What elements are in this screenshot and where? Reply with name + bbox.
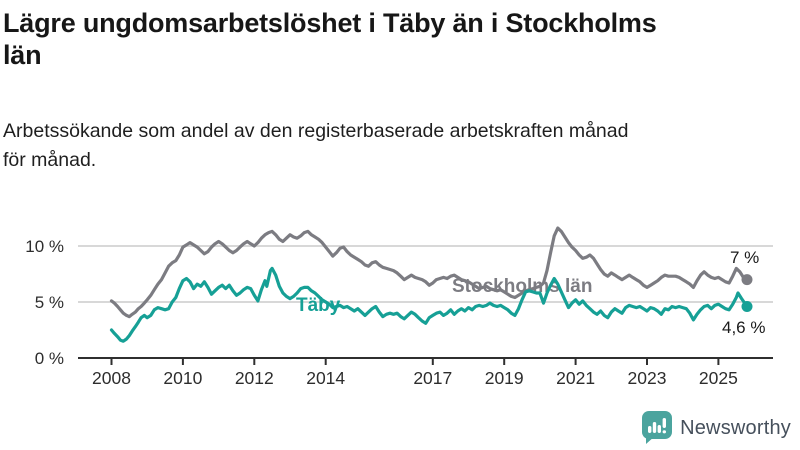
x-tick-label: 2023 [628, 368, 667, 388]
newsworthy-logo-icon [642, 411, 673, 444]
line-stockholms-lan [109, 226, 749, 319]
end-dot-taby [741, 301, 753, 312]
chart-subtitle-line1: Arbetssökande som andel av den registerb… [3, 120, 629, 143]
newsworthy-logo-text: Newsworthy [680, 416, 791, 439]
x-tick-label: 2025 [699, 368, 738, 388]
x-tick-label: 2010 [163, 368, 202, 388]
end-dot-stockholms-lan [741, 274, 753, 286]
series-label-stockholms-lan: Stockholms län [452, 276, 592, 297]
y-tick-label: 0 % [35, 349, 64, 368]
y-tick-label: 5 % [35, 293, 64, 312]
page-title: Lägre ungdomsarbetslöshet i Täby än i St… [3, 8, 794, 71]
chart-header: Lägre ungdomsarbetslöshet i Täby än i St… [3, 8, 794, 175]
x-tick-label: 2019 [485, 368, 524, 388]
series-label-taby: Täby [296, 295, 341, 316]
line-taby [109, 266, 749, 343]
x-tick-label: 2014 [306, 368, 345, 388]
end-value-label-stockholms-lan: 7 % [730, 248, 759, 267]
x-tick-label: 2008 [92, 368, 131, 388]
x-tick-label: 2021 [556, 368, 595, 388]
chart-subtitle: Arbetssökande som andel av den registerb… [3, 117, 794, 175]
end-value-label-taby: 4,6 % [722, 318, 765, 337]
page-title-line1: Lägre ungdomsarbetslöshet i Täby än i St… [3, 8, 657, 38]
page-title-line2: län [3, 39, 42, 70]
y-tick-label: 10 % [25, 237, 64, 256]
chart-subtitle-line2: för månad. [3, 149, 97, 172]
x-tick-label: 2012 [235, 368, 274, 388]
newsworthy-branding[interactable]: Newsworthy [642, 411, 791, 445]
x-tick-label: 2017 [413, 368, 452, 388]
